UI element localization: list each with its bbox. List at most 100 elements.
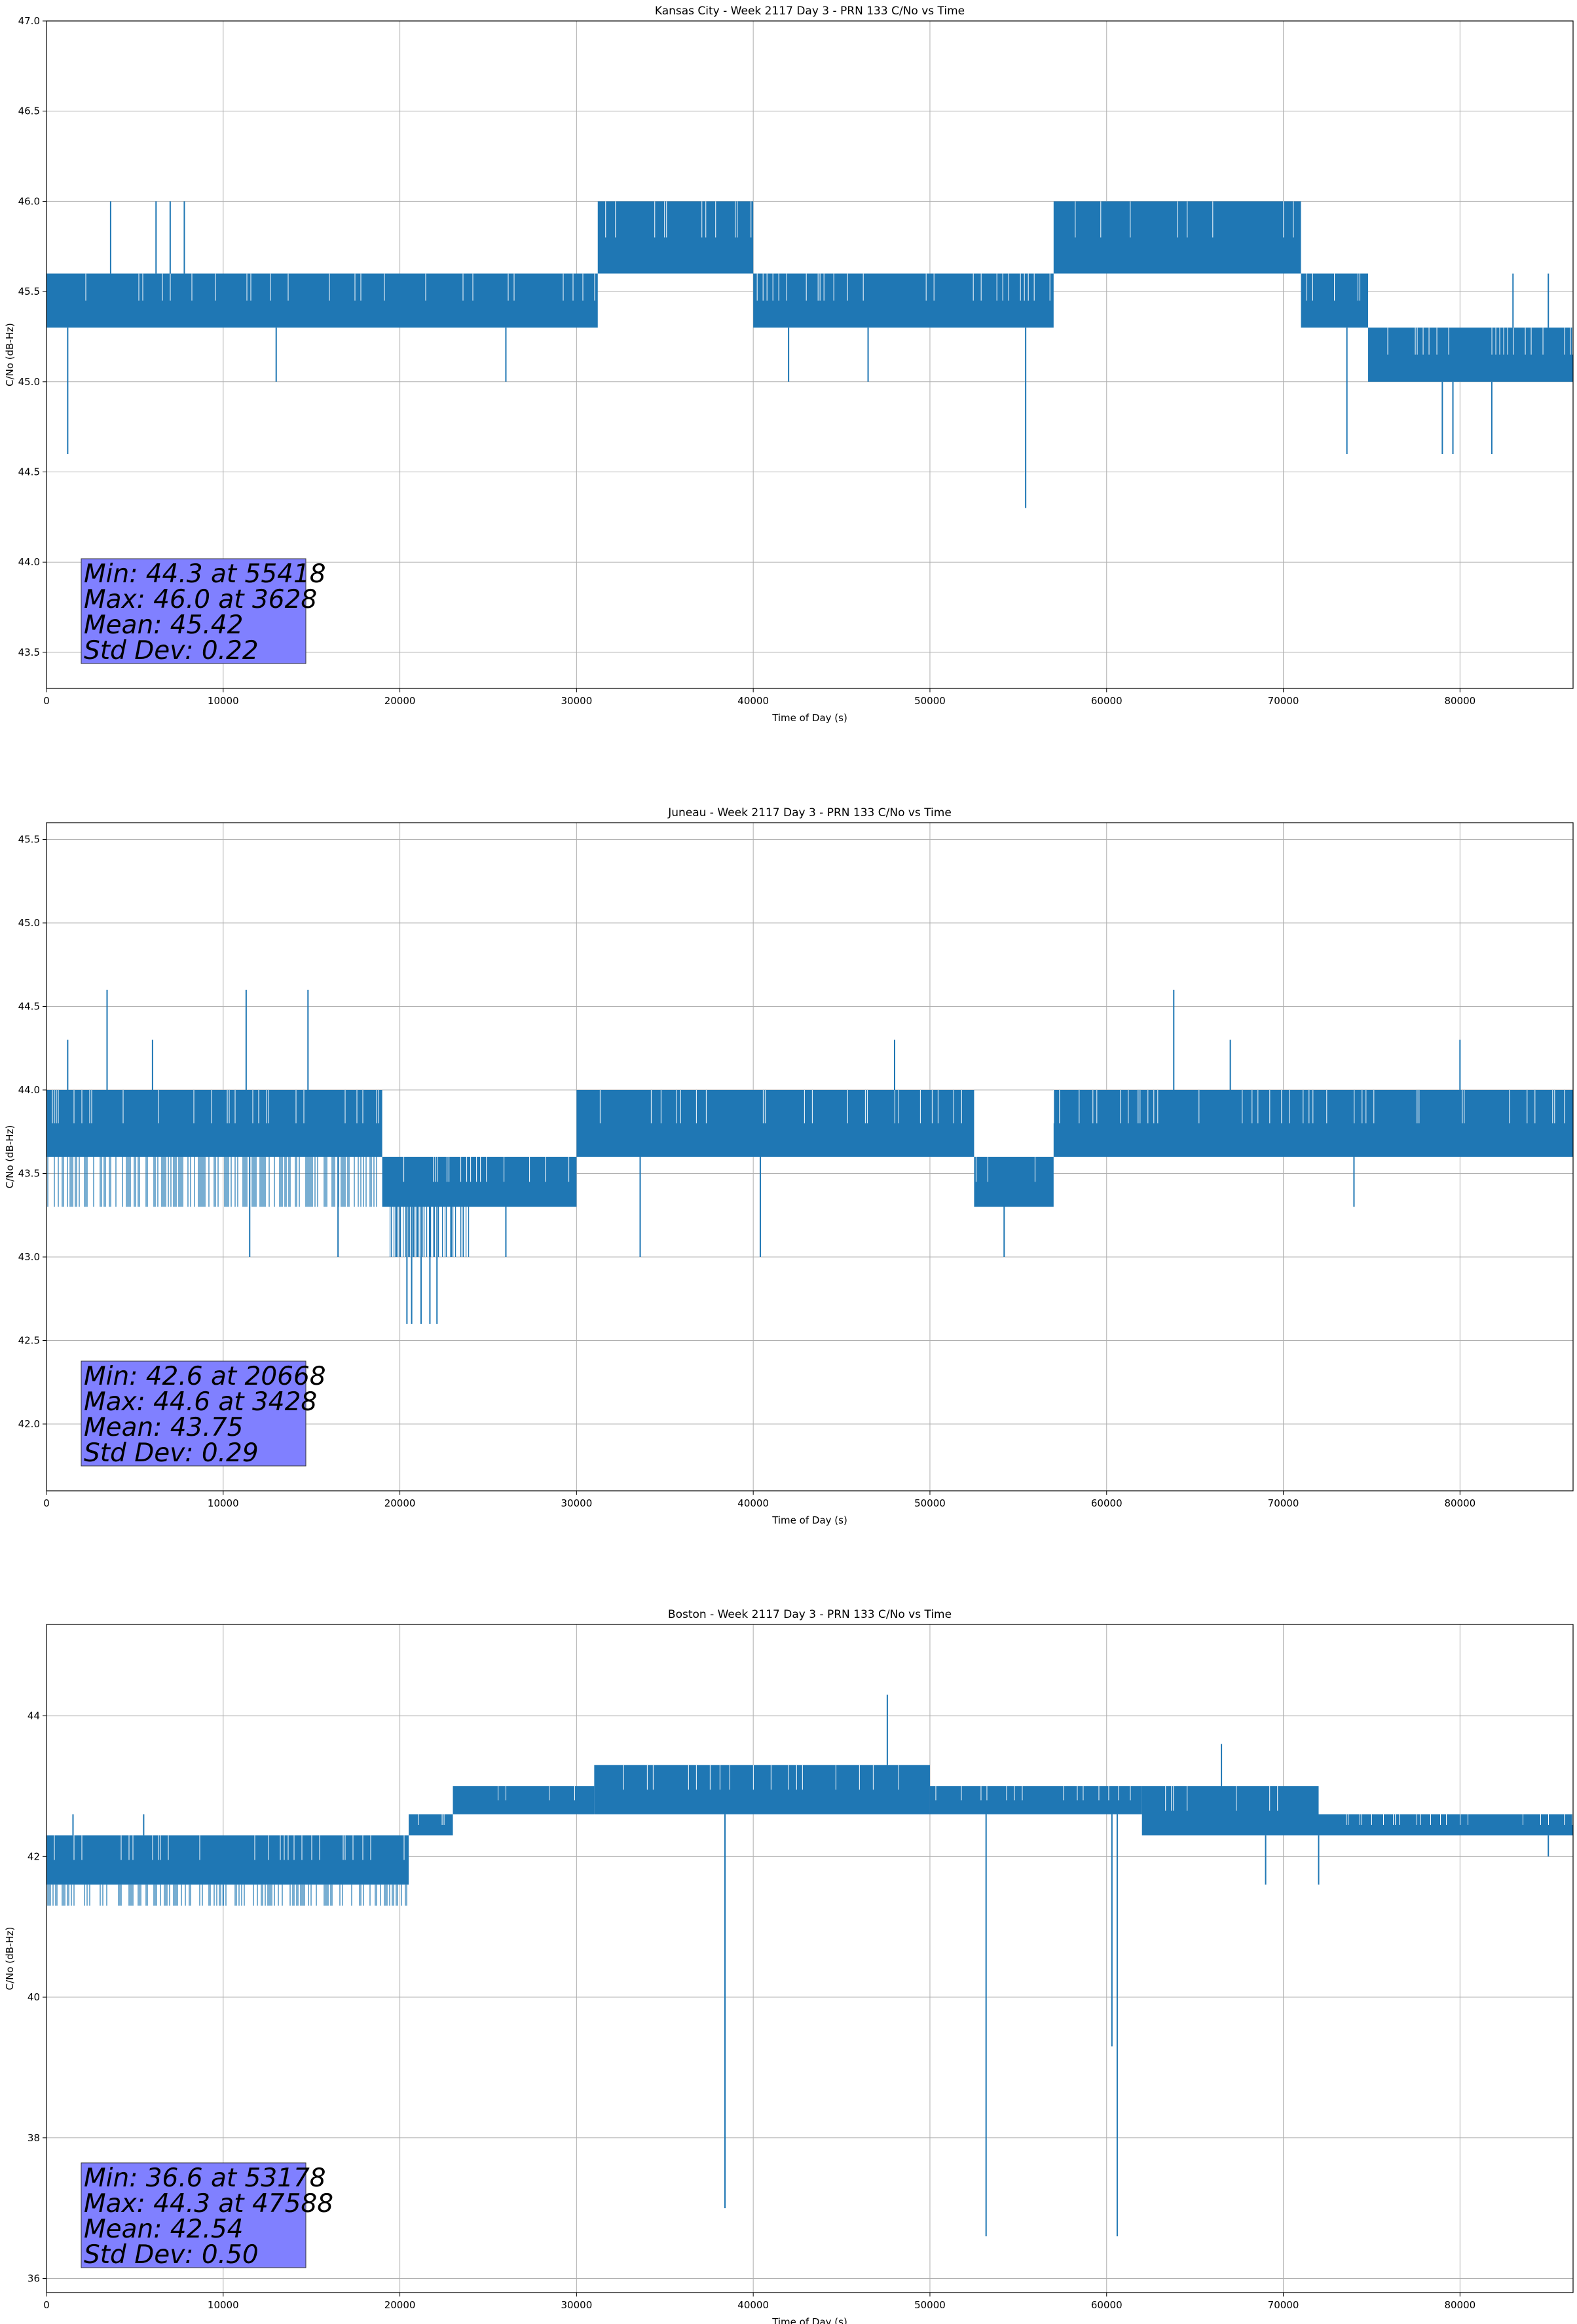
data-band	[46, 1090, 382, 1157]
chart-title: Boston - Week 2117 Day 3 - PRN 133 C/No …	[668, 1608, 952, 1621]
y-tick-label: 44.0	[18, 556, 40, 568]
x-tick-label: 20000	[384, 1497, 416, 1509]
y-tick-label: 43.5	[18, 1168, 40, 1180]
x-tick-label: 30000	[561, 695, 593, 707]
data-band	[594, 1765, 930, 1814]
y-tick-label: 44.5	[18, 466, 40, 478]
data-band	[753, 273, 1054, 328]
x-tick-label: 60000	[1091, 695, 1122, 707]
data-band	[453, 1786, 595, 1814]
stats-line: Min: 36.6 at 53178	[84, 2164, 326, 2193]
data-band	[1368, 328, 1573, 382]
stats-box-background	[81, 558, 306, 664]
axes-frame	[46, 822, 1574, 1491]
chart-panel-2: 0 10000 20000 30000 40000 50000 60000 70000 8000…	[4, 806, 1574, 1526]
stats-line: Std Dev: 0.22	[84, 636, 259, 665]
x-tick-label: 30000	[561, 1497, 593, 1509]
data-band	[46, 1835, 409, 1885]
y-tick-label: 44.0	[18, 1084, 40, 1096]
x-axis-label: Time of Day (s)	[771, 1514, 847, 1526]
y-axis-label: C/No (dB-Hz)	[4, 323, 16, 386]
data-band	[382, 1157, 577, 1207]
y-tick-label: 42.5	[18, 1335, 40, 1347]
data-band	[46, 273, 598, 328]
stats-line: Max: 44.3 at 47588	[84, 2189, 333, 2219]
stats-line: Max: 44.6 at 3428	[84, 1387, 317, 1417]
data-series	[46, 1695, 1573, 2237]
stats-line: Std Dev: 0.29	[84, 1438, 259, 1468]
data-band	[929, 1786, 1142, 1814]
y-tick-label: 46.5	[18, 105, 40, 117]
y-tick-label: 38	[28, 2132, 40, 2144]
x-axis-label: Time of Day (s)	[771, 712, 847, 724]
x-tick-label: 60000	[1091, 1497, 1122, 1509]
x-tick-label: 70000	[1268, 1497, 1299, 1509]
y-axis-label: C/No (dB-Hz)	[4, 1125, 16, 1189]
data-band	[1141, 1786, 1319, 1836]
x-tick-label: 50000	[914, 1497, 946, 1509]
data-series	[46, 990, 1573, 1324]
x-tick-label: 50000	[914, 695, 946, 707]
x-tick-label: 70000	[1268, 2299, 1299, 2311]
x-tick-label: 0	[43, 2299, 50, 2311]
y-tick-label: 42.0	[18, 1418, 40, 1430]
stats-box-background	[81, 2162, 306, 2268]
stats-line: Min: 44.3 at 55418	[84, 559, 326, 589]
stats-line: Std Dev: 0.50	[84, 2240, 259, 2270]
y-tick-label: 36	[28, 2273, 40, 2285]
x-tick-label: 10000	[208, 2299, 239, 2311]
x-tick-label: 0	[43, 1497, 50, 1509]
y-tick-label: 43.5	[18, 647, 40, 658]
data-band	[1053, 1090, 1573, 1157]
stats-line: Max: 46.0 at 3628	[84, 585, 317, 614]
x-axis-label: Time of Day (s)	[771, 2316, 847, 2324]
stats-box-background	[81, 1360, 306, 1467]
x-tick-label: 40000	[737, 1497, 769, 1509]
x-tick-label: 10000	[208, 695, 239, 707]
chart-panel-1: 0 10000 20000 30000 40000 50000 60000 70000 8000…	[4, 5, 1574, 724]
data-band	[409, 1814, 453, 1836]
y-tick-label: 44	[28, 1710, 40, 1722]
y-tick-label: 45.5	[18, 286, 40, 297]
y-tick-label: 40	[28, 1991, 40, 2003]
x-tick-label: 50000	[914, 2299, 946, 2311]
x-tick-label: 40000	[737, 695, 769, 707]
data-band	[974, 1157, 1054, 1207]
axes-frame	[46, 20, 1574, 689]
data-band	[597, 201, 754, 274]
x-tick-label: 10000	[208, 1497, 239, 1509]
x-tick-label: 80000	[1444, 2299, 1475, 2311]
chart-panel-3: 0 10000 20000 30000 40000 50000 60000 70000 8000…	[4, 1608, 1574, 2324]
chart-title: Kansas City - Week 2117 Day 3 - PRN 133 …	[655, 5, 965, 18]
y-axis-label: C/No (dB-Hz)	[4, 1927, 16, 1991]
y-tick-label: 43.0	[18, 1251, 40, 1263]
x-tick-label: 20000	[384, 2299, 416, 2311]
y-tick-label: 47.0	[18, 15, 40, 27]
x-tick-label: 20000	[384, 695, 416, 707]
stats-line: Min: 42.6 at 20668	[84, 1362, 326, 1391]
stats-line: Mean: 42.54	[84, 2215, 243, 2244]
x-tick-label: 60000	[1091, 2299, 1122, 2311]
y-tick-label: 45.0	[18, 376, 40, 388]
x-tick-label: 70000	[1268, 695, 1299, 707]
y-tick-label: 44.5	[18, 1001, 40, 1013]
x-tick-label: 0	[43, 695, 50, 707]
y-tick-label: 46.0	[18, 195, 40, 207]
y-tick-label: 42	[28, 1850, 40, 1862]
data-series	[46, 201, 1573, 508]
x-tick-label: 40000	[737, 2299, 769, 2311]
data-band	[1318, 1814, 1573, 1836]
data-band	[576, 1090, 974, 1157]
stats-line: Mean: 45.42	[84, 610, 243, 640]
chart-title: Juneau - Week 2117 Day 3 - PRN 133 C/No …	[667, 806, 952, 819]
y-tick-label: 45.5	[18, 834, 40, 846]
stats-line: Mean: 43.75	[84, 1413, 243, 1442]
axes-frame	[46, 1624, 1574, 2293]
x-tick-label: 30000	[561, 2299, 593, 2311]
y-tick-label: 45.0	[18, 917, 40, 929]
x-tick-label: 80000	[1444, 695, 1475, 707]
